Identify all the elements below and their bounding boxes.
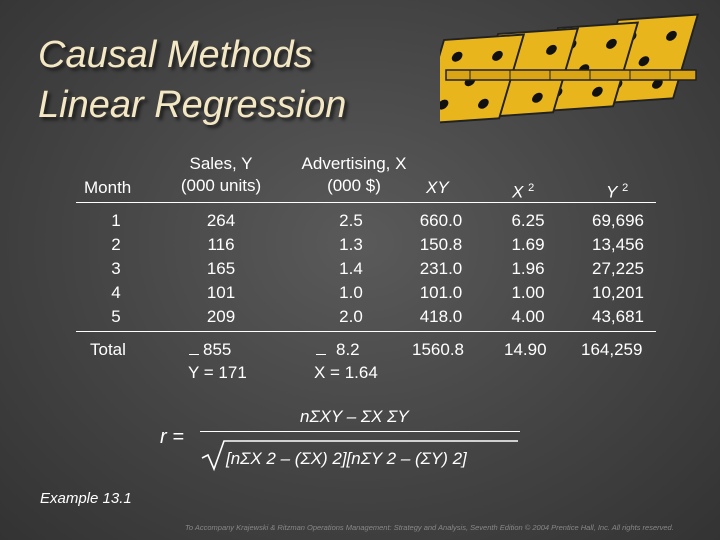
table-bottom-rule (76, 331, 656, 332)
cell-xy: 150.8 (419, 235, 463, 254)
cell-sales: 165 (206, 259, 236, 278)
formula-denominator: [nΣX 2 – (ΣX) 2][nΣY 2 – (ΣY) 2] (226, 449, 467, 468)
total-label: Total (90, 340, 126, 359)
cell-month: 3 (111, 259, 121, 278)
header-x2-exp: 2 (528, 182, 535, 194)
cell-y2: 10,201 (592, 283, 644, 302)
x-mean: X = 1.64 (314, 363, 378, 382)
title-line-2: Linear Regression (38, 84, 347, 126)
cell-sales: 116 (207, 235, 235, 254)
header-x2-base: X (512, 182, 524, 202)
header-adv-line1: Advertising, X (301, 154, 407, 173)
cell-y2: 27,225 (592, 259, 644, 278)
cell-sales: 101 (206, 283, 236, 302)
fraction-bar (200, 431, 520, 432)
header-x2: X 2 (512, 177, 534, 204)
header-y2-base: Y (606, 182, 618, 202)
cell-advertising: 1.4 (339, 259, 363, 278)
formula-numerator: nΣXY – ΣX ΣY (300, 407, 409, 426)
total-advertising: 8.2 (336, 340, 360, 359)
cell-xy: 101.0 (419, 283, 463, 302)
cell-x2: 1.00 (511, 283, 545, 302)
column-month: 1 2 3 4 5 (96, 209, 136, 329)
formula-lhs: r = (160, 426, 184, 448)
xbar-overline (316, 354, 326, 355)
header-advertising: Advertising, X (000 $) (284, 153, 424, 197)
header-sales: Sales, Y (000 units) (168, 153, 274, 197)
slide-title: Causal Methods Linear Regression (38, 30, 346, 130)
cell-x2: 6.25 (511, 211, 545, 230)
column-y2: 69,696 13,456 27,225 10,201 43,681 (580, 209, 656, 329)
cell-y2: 69,696 (592, 211, 644, 230)
column-x2: 6.25 1.69 1.96 1.00 4.00 (500, 209, 556, 329)
copyright-footer: To Accompany Krajewski & Ritzman Operati… (185, 523, 674, 532)
cell-sales: 264 (206, 211, 236, 230)
cell-advertising: 1.0 (339, 283, 363, 302)
header-xy: XY (426, 178, 449, 197)
cell-x2: 1.69 (511, 235, 545, 254)
cell-x2: 4.00 (511, 307, 545, 326)
cell-xy: 418.0 (419, 307, 463, 326)
header-sales-line1: Sales, Y (189, 154, 253, 173)
cell-y2: 13,456 (592, 235, 644, 254)
dice-decoration-icon (440, 13, 700, 125)
square-root-icon (201, 440, 518, 472)
header-month: Month (84, 178, 132, 197)
column-xy: 660.0 150.8 231.0 101.0 418.0 (408, 209, 474, 329)
column-sales: 264 116 165 101 209 (196, 209, 246, 329)
header-y2: Y 2 (606, 177, 628, 204)
total-xy: 1560.8 (412, 340, 464, 359)
table-top-rule (76, 202, 656, 203)
cell-advertising: 2.5 (339, 211, 363, 230)
cell-month: 2 (111, 235, 121, 254)
cell-x2: 1.96 (511, 259, 545, 278)
cell-sales: 209 (206, 307, 236, 326)
total-sales: 855 (203, 340, 232, 359)
total-x2: 14.90 (504, 340, 547, 359)
cell-y2: 43,681 (592, 307, 644, 326)
ybar-overline (189, 354, 199, 355)
cell-month: 4 (111, 283, 121, 302)
header-sales-line2: (000 units) (180, 176, 262, 195)
y-mean: Y = 171 (188, 363, 247, 382)
header-adv-line2: (000 $) (327, 176, 381, 195)
cell-month: 1 (111, 211, 121, 230)
cell-xy: 231.0 (419, 259, 463, 278)
cell-advertising: 2.0 (339, 307, 363, 326)
cell-xy: 660.0 (419, 211, 463, 230)
cell-month: 5 (111, 307, 121, 326)
header-y2-exp: 2 (622, 182, 629, 194)
total-y2: 164,259 (581, 340, 643, 359)
example-label: Example 13.1 (40, 490, 132, 507)
cell-advertising: 1.3 (339, 235, 363, 254)
title-line-1: Causal Methods (38, 34, 313, 76)
column-advertising: 2.5 1.3 1.4 1.0 2.0 (326, 209, 376, 329)
